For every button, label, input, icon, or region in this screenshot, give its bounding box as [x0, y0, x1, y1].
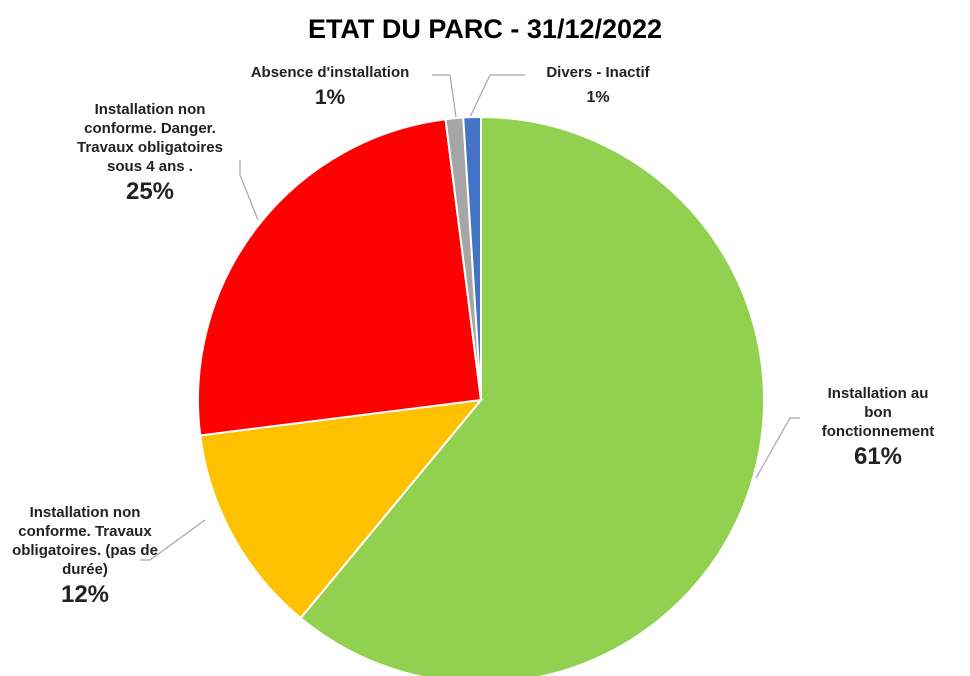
value-label: 1%	[314, 86, 346, 109]
pie-slice	[299, 115, 765, 676]
slice-label: Divers - Inactif 1%	[546, 63, 649, 112]
category-label: Absence d'installation	[250, 64, 410, 81]
value-label: 1%	[586, 89, 610, 106]
pie-slice	[462, 115, 482, 401]
leader-line	[140, 519, 206, 561]
category-label: Divers - Inactif	[546, 64, 650, 81]
slice-label: Installation au bon fonctionnement 61%	[822, 384, 935, 471]
leader-line	[239, 160, 259, 221]
leader-line	[469, 74, 525, 118]
pie-slice	[199, 398, 484, 620]
value-label: 61%	[853, 443, 903, 470]
value-label: 12%	[60, 581, 110, 608]
pie-slice	[197, 118, 483, 437]
leader-line	[755, 417, 800, 479]
slice-label: Installation non conforme. Danger. Trava…	[77, 100, 223, 206]
leader-line	[432, 74, 457, 118]
category-label: Installation non conforme. Travaux oblig…	[12, 504, 158, 578]
category-label: Installation non conforme. Danger. Trava…	[77, 101, 223, 175]
slice-label: Absence d'installation 1%	[251, 63, 410, 112]
value-label: 25%	[125, 178, 175, 205]
category-label: Installation au bon fonctionnement	[821, 385, 935, 440]
slice-label: Installation non conforme. Travaux oblig…	[12, 503, 158, 609]
chart-title: ETAT DU PARC - 31/12/2022	[307, 14, 663, 44]
